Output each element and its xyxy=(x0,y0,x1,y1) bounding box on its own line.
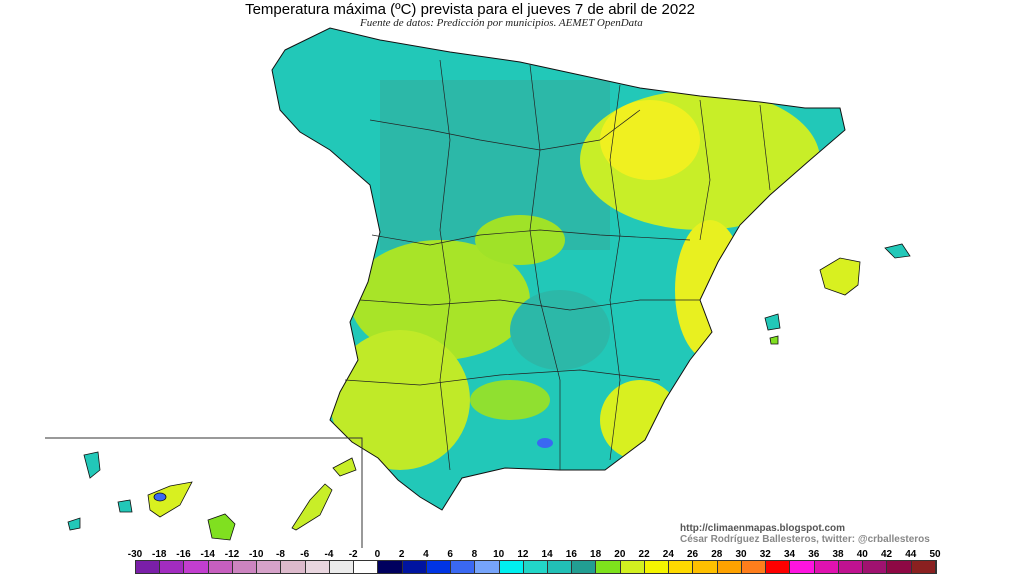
legend-swatch xyxy=(547,561,573,573)
legend-swatch xyxy=(281,561,306,573)
legend-swatch xyxy=(426,561,452,573)
legend-swatch xyxy=(717,561,742,573)
credits-url: http://climaenmapas.blogspot.com xyxy=(680,523,846,534)
legend-label: 40 xyxy=(856,549,868,560)
legend-swatch xyxy=(402,561,427,573)
legend-swatch xyxy=(620,561,645,573)
credits: http://climaenmapas.blogspot.com César R… xyxy=(680,523,930,545)
legend-label: 26 xyxy=(687,549,699,560)
legend-label: 0 xyxy=(374,549,381,560)
legend-label: -2 xyxy=(348,549,358,560)
province-borders xyxy=(344,59,771,471)
legend-label: 6 xyxy=(447,549,453,560)
legend-swatch xyxy=(451,561,476,573)
legend-swatch xyxy=(354,561,379,573)
legend-label: -18 xyxy=(152,549,167,560)
canary-islands-inset xyxy=(45,437,363,548)
legend-swatch xyxy=(766,561,791,573)
legend-label: -4 xyxy=(324,549,334,560)
legend-label: 16 xyxy=(565,549,577,560)
legend-label: 34 xyxy=(783,549,796,560)
legend-swatch xyxy=(790,561,815,573)
legend-swatch xyxy=(305,561,330,573)
legend-label: -6 xyxy=(300,549,310,560)
legend-swatch xyxy=(887,561,912,573)
legend-label: 14 xyxy=(541,549,553,560)
legend-label: -14 xyxy=(200,549,215,560)
legend-swatch xyxy=(838,561,864,573)
legend-label: 38 xyxy=(832,549,844,560)
legend-label: 2 xyxy=(398,549,405,560)
legend-swatch xyxy=(329,561,355,573)
legend-swatch xyxy=(911,561,936,573)
legend-label: -10 xyxy=(248,549,264,560)
legend-label: 10 xyxy=(493,549,505,560)
map-subtitle: Fuente de datos: Predicción por municipi… xyxy=(360,17,643,29)
legend-swatch xyxy=(257,561,282,573)
legend-swatch xyxy=(693,561,718,573)
legend-swatch xyxy=(184,561,209,573)
legend-swatch xyxy=(596,561,621,573)
legend-swatch xyxy=(669,561,694,573)
legend-swatch xyxy=(572,561,597,573)
legend-label: -8 xyxy=(276,549,285,560)
legend-label: 28 xyxy=(711,549,723,560)
legend-label: 18 xyxy=(590,549,602,560)
legend-swatch xyxy=(644,561,670,573)
legend-labels: -30 -18 -16 -14 -12 -10 -8 -6 -4 -2 0 2 4 6 8 10 12 14 16 1… xyxy=(0,549,1024,561)
legend-swatch xyxy=(499,561,524,573)
legend-swatch xyxy=(232,561,258,573)
legend-swatch xyxy=(136,561,161,573)
legend-swatch xyxy=(208,561,233,573)
legend-swatch xyxy=(863,561,888,573)
legend-swatch xyxy=(160,561,185,573)
legend-label: -30 xyxy=(127,549,143,560)
legend-label: 12 xyxy=(517,549,529,560)
legend-label: -12 xyxy=(224,549,240,560)
legend-label: 8 xyxy=(471,549,478,560)
map-title: Temperatura máxima (ºC) prevista para el… xyxy=(245,1,695,18)
legend-label: 36 xyxy=(808,549,820,560)
legend-label: 20 xyxy=(614,549,626,560)
legend-label: -16 xyxy=(176,549,191,560)
color-legend xyxy=(135,560,937,574)
legend-label: 42 xyxy=(880,549,893,560)
legend-swatch xyxy=(378,561,403,573)
legend-label: 22 xyxy=(638,549,650,560)
legend-swatch xyxy=(814,561,839,573)
credits-author: César Rodríguez Ballesteros, twitter: @c… xyxy=(680,534,930,545)
legend-swatch xyxy=(475,561,500,573)
legend-label: 50 xyxy=(929,549,941,560)
legend-label: 30 xyxy=(735,549,747,560)
legend-label: 4 xyxy=(423,549,429,560)
balearic-islands xyxy=(764,243,911,345)
legend-swatch xyxy=(523,561,548,573)
legend-label: 24 xyxy=(662,549,674,560)
legend-label: 32 xyxy=(759,549,771,560)
legend-label: 44 xyxy=(905,549,917,560)
legend-swatch xyxy=(741,561,767,573)
